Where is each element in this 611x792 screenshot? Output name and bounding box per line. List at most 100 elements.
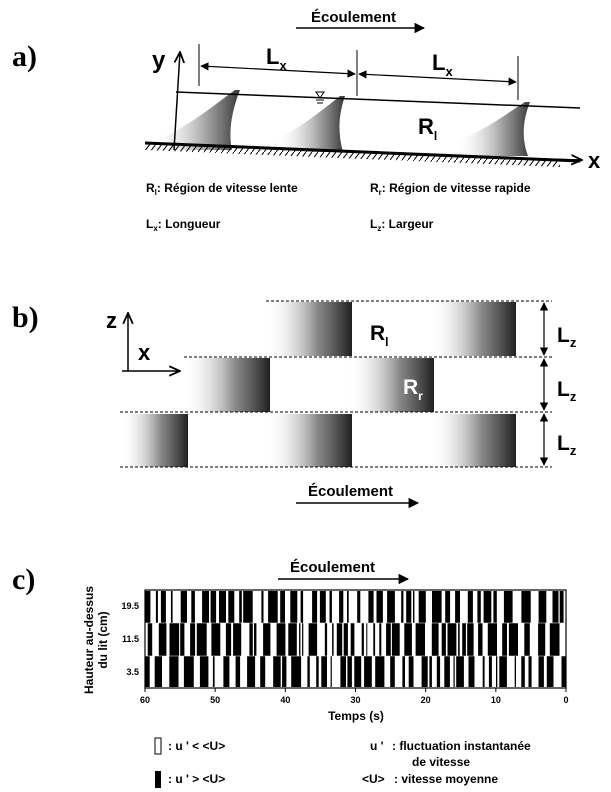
barcode-bar — [455, 591, 460, 623]
barcode-bar — [559, 591, 564, 623]
velocity-barcode — [145, 591, 566, 687]
legend-black-swatch — [155, 771, 161, 788]
barcode-bar — [347, 591, 349, 623]
legend-u-prime-label: u ' — [370, 739, 384, 753]
legend-u-prime-desc-1: : fluctuation instantanée — [392, 739, 531, 753]
barcode-bar — [503, 591, 513, 623]
block-row2-2 — [348, 358, 434, 412]
barcode-bar — [190, 623, 196, 656]
water-surface-line — [175, 91, 581, 109]
barcode-bar — [299, 623, 301, 656]
barcode-bar — [538, 623, 546, 656]
panel-c-flow-label: Écoulement — [290, 559, 375, 576]
block-row3-2 — [266, 414, 352, 467]
barcode-bar — [254, 623, 257, 656]
barcode-bar — [402, 656, 405, 687]
barcode-bar — [508, 623, 518, 656]
barcode-bar — [386, 623, 391, 656]
barcode-bar — [379, 623, 382, 656]
barcode-bar — [482, 656, 485, 687]
y-tick-label: 11.5 — [122, 634, 139, 644]
barcode-bar — [319, 591, 326, 623]
barcode-bar — [357, 591, 361, 623]
barcode-bar — [280, 591, 285, 623]
x-tick-label: 50 — [210, 695, 220, 705]
barcode-bar — [212, 656, 215, 687]
barcode-bar — [478, 623, 483, 656]
barcode-bar — [330, 656, 332, 687]
lx-dimension-2 — [358, 70, 517, 86]
legend-u-mean-desc: : vitesse moyenne — [394, 772, 498, 786]
barcode-bar — [447, 623, 457, 656]
barcode-bar — [249, 623, 253, 656]
barcode-bar — [154, 656, 162, 687]
barcode-bar — [268, 591, 278, 623]
streak-2 — [275, 96, 345, 152]
barcode-bar — [546, 656, 554, 687]
barcode-bar — [538, 591, 547, 623]
block-row2-1 — [184, 358, 270, 412]
panel-b: b) Lz Lz Lz Rl Rr z x Écoulement — [12, 300, 577, 509]
barcode-bar — [429, 656, 432, 687]
barcode-bar — [263, 623, 271, 656]
barcode-bar — [373, 623, 376, 656]
barcode-bar — [347, 656, 352, 687]
barcode-bar — [376, 591, 383, 623]
barcode-bar — [487, 623, 497, 656]
barcode-bar — [524, 623, 530, 656]
axis-y-label: y — [152, 47, 166, 74]
lz-label-1: Lz — [557, 324, 577, 350]
panel-c-xlabel: Temps (s) — [328, 709, 384, 723]
barcode-bar — [282, 656, 287, 687]
barcode-bar — [453, 656, 455, 687]
block-row3-1 — [120, 414, 188, 467]
barcode-bar — [488, 656, 492, 687]
axis-x-label: x — [588, 148, 601, 173]
barcode-bar — [183, 656, 194, 687]
barcode-bar — [354, 656, 362, 687]
barcode-bar — [467, 591, 473, 623]
panel-c-letter: c) — [12, 563, 35, 596]
barcode-bar — [340, 656, 346, 687]
x-tick-label: 10 — [491, 695, 501, 705]
barcode-bar — [235, 656, 241, 687]
barcode-bar — [339, 591, 344, 623]
barcode-bar — [260, 656, 266, 687]
barcode-bar — [458, 623, 460, 656]
barcode-bar — [343, 623, 348, 656]
barcode-bar — [483, 591, 492, 623]
axis-x-arrow — [539, 159, 582, 160]
barcode-bar — [233, 623, 242, 656]
axis-z-label: z — [106, 308, 117, 333]
block-row3-3 — [430, 414, 516, 467]
barcode-bar — [223, 656, 230, 687]
lx-label-2: Lx — [432, 50, 453, 79]
barcode-bar — [552, 591, 559, 623]
barcode-bar — [401, 591, 404, 623]
barcode-bar — [477, 591, 481, 623]
panel-a-flow-label: Écoulement — [311, 9, 396, 26]
barcode-bar — [418, 591, 426, 623]
barcode-bar — [375, 656, 385, 687]
barcode-bar — [290, 591, 298, 623]
rr-label: Rr — [346, 112, 366, 139]
panel-c-ylabel-line1: Hauteur au-dessus — [82, 586, 96, 694]
barcode-bar — [514, 656, 516, 687]
barcode-bar — [199, 656, 209, 687]
barcode-bar — [364, 656, 372, 687]
barcode-bar — [415, 623, 425, 656]
block-row1-1 — [266, 302, 352, 356]
barcode-bar — [404, 623, 412, 656]
barcode-bar — [561, 656, 566, 687]
barcode-bar — [169, 623, 180, 656]
barcode-bar — [350, 623, 355, 656]
barcode-bar — [158, 623, 167, 656]
barcode-bar — [155, 591, 158, 623]
barcode-bar — [390, 656, 395, 687]
barcode-bar — [413, 591, 415, 623]
lx-label-1: Lx — [266, 44, 287, 73]
legend-lz: Lz: Largeur — [370, 217, 434, 233]
bed-line — [144, 141, 581, 163]
rl-label: Rl — [418, 114, 437, 143]
